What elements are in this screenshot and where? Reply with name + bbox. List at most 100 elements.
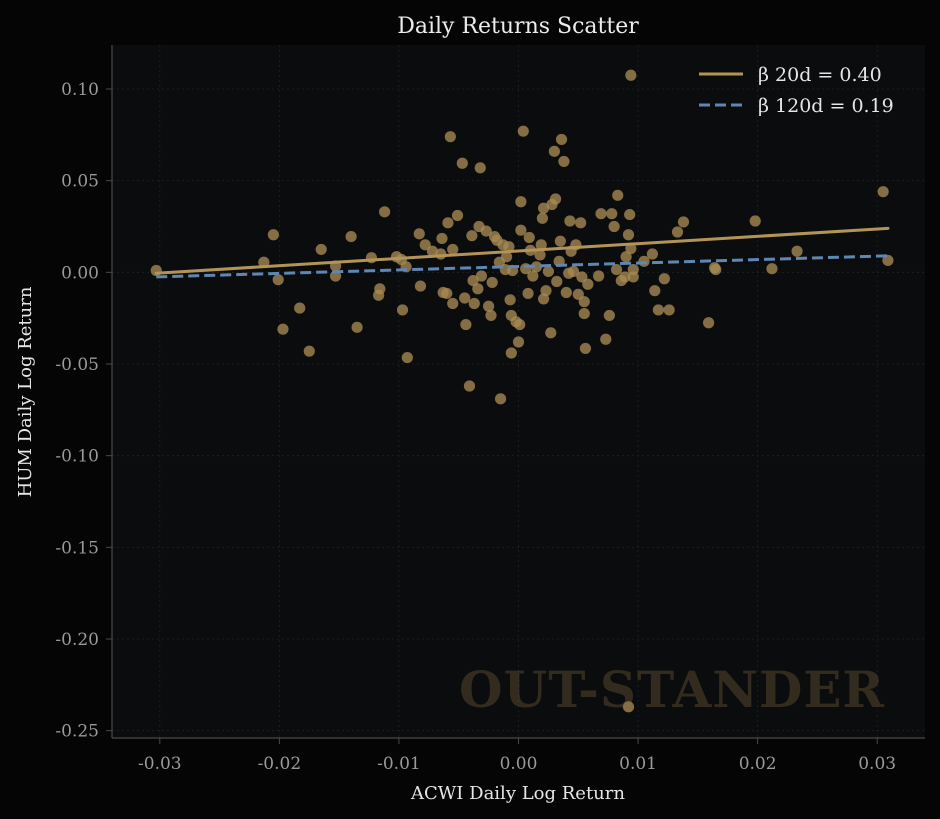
scatter-point xyxy=(791,245,803,257)
watermark-text: OUT-STANDER xyxy=(459,660,885,719)
scatter-point xyxy=(582,278,594,290)
scatter-point xyxy=(294,302,306,314)
scatter-point xyxy=(551,275,563,288)
scatter-point xyxy=(542,265,554,278)
y-tick-label: -0.25 xyxy=(55,722,99,742)
scatter-point xyxy=(622,701,635,713)
y-tick-label: 0.10 xyxy=(61,80,99,100)
scatter-point xyxy=(374,283,386,295)
scatter-point xyxy=(620,251,632,263)
scatter-point xyxy=(435,248,447,260)
scatter-point xyxy=(671,226,684,238)
scatter-point xyxy=(475,270,488,282)
scatter-point xyxy=(649,285,661,297)
scatter-point xyxy=(463,380,476,392)
scatter-point xyxy=(413,228,425,240)
scatter-point xyxy=(646,248,659,260)
scatter-point xyxy=(627,263,639,276)
scatter-point xyxy=(608,220,620,233)
x-tick-label: 0.03 xyxy=(858,754,896,774)
beta-20d-line xyxy=(154,226,890,275)
scatter-point xyxy=(554,235,566,247)
scatter-point xyxy=(578,296,590,308)
scatter-point xyxy=(419,239,431,251)
scatter-point xyxy=(710,263,722,276)
scatter-point xyxy=(444,131,456,143)
scatter-point xyxy=(558,155,570,168)
scatter-point xyxy=(564,215,576,227)
scatter-point xyxy=(625,69,637,81)
scatter-point xyxy=(619,271,631,283)
scatter-point xyxy=(545,327,557,339)
tick-labels: -0.03 -0.02 -0.01 0.00 0.01 0.02 0.03 0.10 0.05 0… xyxy=(55,80,896,774)
x-tick-label: 0.01 xyxy=(619,754,657,774)
scatter-point xyxy=(468,297,480,310)
scatter-point xyxy=(536,212,549,224)
scatter-point xyxy=(515,196,527,208)
scatter-point xyxy=(593,270,605,282)
scatter-point xyxy=(549,193,562,205)
scatter-point xyxy=(436,232,448,245)
y-tick-label: 0.00 xyxy=(61,263,99,283)
scatter-point xyxy=(560,286,572,299)
scatter-point xyxy=(378,206,391,218)
scatter-point xyxy=(515,224,527,236)
scatter-point xyxy=(460,318,472,331)
scatter-point xyxy=(474,162,486,174)
scatter-point xyxy=(447,243,459,256)
scatter-point xyxy=(530,261,543,273)
scatter-point xyxy=(315,243,327,256)
y-tick-label: -0.20 xyxy=(55,630,99,650)
y-axis-label: HUM Daily Log Return xyxy=(15,286,36,497)
scatter-point xyxy=(456,157,468,169)
scatter-point xyxy=(503,241,515,253)
scatter-point xyxy=(505,347,517,359)
scatter-point xyxy=(548,145,560,157)
scatter-point xyxy=(663,304,675,316)
scatter-point xyxy=(535,239,547,251)
scatter-point xyxy=(447,297,459,310)
chart-title: Daily Returns Scatter xyxy=(397,14,639,39)
scatter-point xyxy=(485,309,497,322)
scatter-point xyxy=(523,231,535,244)
legend: β 20d = 0.40 β 120d = 0.19 xyxy=(699,64,894,117)
scatter-point xyxy=(575,217,587,229)
scatter-point xyxy=(578,307,590,320)
scatter-point xyxy=(612,189,624,201)
legend-label-120d: β 120d = 0.19 xyxy=(758,95,894,117)
y-tick-label: -0.05 xyxy=(55,355,99,375)
legend-label-20d: β 20d = 0.40 xyxy=(758,64,882,86)
grid xyxy=(112,45,925,738)
scatter-point xyxy=(877,186,889,198)
scatter-point xyxy=(267,229,280,241)
scatter-point xyxy=(466,230,478,242)
scatter-point xyxy=(527,270,539,282)
scatter-point xyxy=(517,125,529,137)
y-tick-label: 0.05 xyxy=(61,172,99,192)
scatter-point xyxy=(494,393,507,405)
scatter-point xyxy=(595,208,607,220)
scatter-point xyxy=(351,321,363,333)
scatter-point xyxy=(652,304,664,316)
scatter-point xyxy=(472,283,484,295)
scatter-point xyxy=(345,230,357,243)
scatter-point xyxy=(303,345,315,357)
scatter-point xyxy=(579,342,592,355)
scatter-point xyxy=(514,318,526,331)
scatter-point xyxy=(483,300,495,312)
x-tick-label: -0.03 xyxy=(138,754,182,774)
scatter-point xyxy=(480,225,492,237)
y-tick-label: -0.15 xyxy=(55,538,99,558)
scatter-point xyxy=(677,216,690,228)
scatter-point xyxy=(538,202,550,214)
scatter-point xyxy=(622,229,635,241)
scatter-point xyxy=(603,309,615,322)
scatter-point xyxy=(766,263,778,275)
scatter-point xyxy=(658,273,670,285)
x-tick-label: 0.00 xyxy=(500,754,538,774)
data-points xyxy=(150,69,894,713)
scatter-point xyxy=(277,323,289,335)
scatter-point xyxy=(534,249,546,261)
